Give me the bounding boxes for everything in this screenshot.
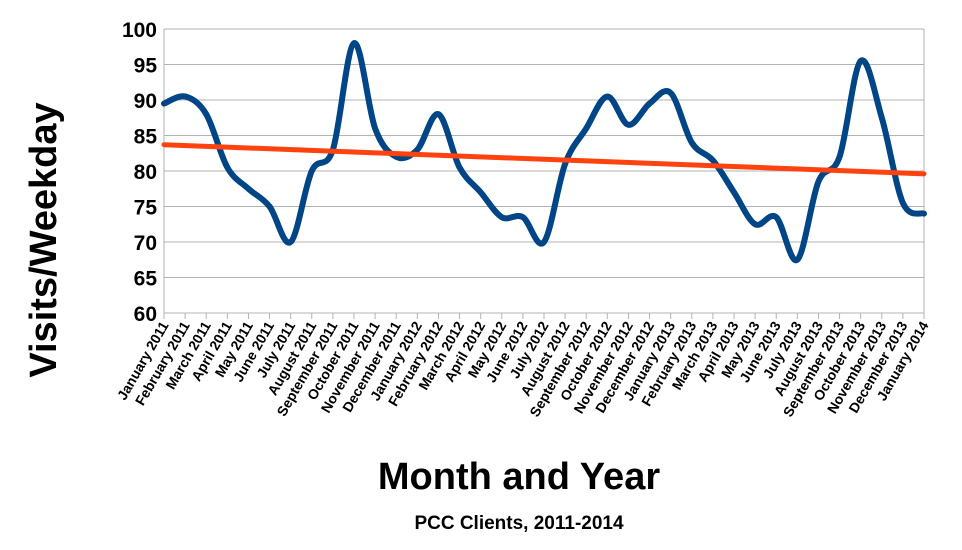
y-axis-title: Visits/Weekday — [23, 102, 65, 377]
y-tick-label: 95 — [134, 55, 158, 78]
y-tick-label: 85 — [134, 126, 158, 149]
x-axis-title: Month and Year — [378, 456, 660, 498]
chart-caption: PCC Clients, 2011-2014 — [414, 513, 624, 534]
y-tick-label: 70 — [134, 232, 157, 255]
y-tick-label: 90 — [134, 90, 157, 113]
series-layer — [161, 40, 927, 263]
y-axis-tick-labels: 60 65 70 75 80 85 90 95 100 — [122, 19, 157, 326]
y-tick-label: 65 — [134, 268, 158, 291]
series-line-0 — [161, 40, 927, 263]
trend-line — [161, 142, 927, 177]
y-tick-label: 100 — [122, 19, 157, 42]
y-tick-label: 75 — [134, 197, 158, 220]
y-tick-label: 80 — [134, 161, 157, 184]
y-tick-label: 60 — [134, 303, 157, 326]
